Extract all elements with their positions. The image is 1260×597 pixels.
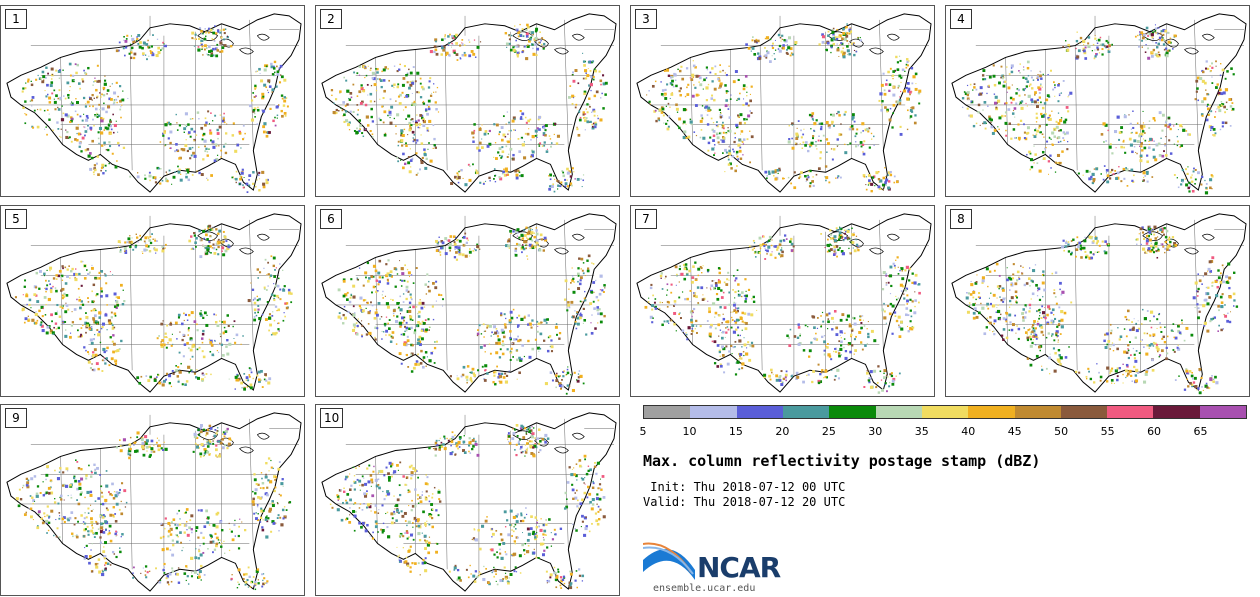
conus-map-icon: [6, 213, 302, 393]
map-panel: 6: [315, 205, 620, 397]
colorbar-segment: [782, 406, 830, 418]
member-number-label: 2: [320, 9, 342, 29]
valid-time: Valid: Thu 2018-07-12 20 UTC: [643, 495, 846, 509]
colorbar-tick: 15: [728, 425, 743, 438]
colorbar-tick: 5: [639, 425, 647, 438]
member-number-label: 4: [950, 9, 972, 29]
colorbar-segment: [1107, 406, 1154, 418]
colorbar-segment: [829, 406, 876, 418]
conus-map-icon: [636, 13, 932, 193]
map-panel: 1: [0, 5, 305, 197]
colorbar-tick: 60: [1147, 425, 1162, 438]
map-panel: 10: [315, 404, 620, 596]
member-number-label: 6: [320, 209, 342, 229]
map-panel: 8: [945, 205, 1250, 397]
map-panel: 3: [630, 5, 935, 197]
conus-map-icon: [951, 213, 1247, 395]
member-number-label: 7: [635, 209, 657, 229]
colorbar-tick-labels: 5 10 15 20 25 30 35 40 45 50 55 60 65: [639, 425, 1247, 439]
colorbar-segment: [875, 406, 922, 418]
member-number-label: 9: [5, 408, 27, 428]
colorbar-segment: [921, 406, 969, 418]
conus-map-icon: [321, 412, 617, 592]
ncar-logo-icon: [643, 542, 695, 580]
reflectivity-colorbar: [643, 405, 1247, 419]
colorbar-tick: 45: [1007, 425, 1022, 438]
colorbar-tick: 35: [914, 425, 929, 438]
member-number-label: 10: [320, 408, 344, 428]
map-panel: 7: [630, 205, 935, 397]
colorbar-segment: [1153, 406, 1200, 418]
colorbar-segment: [1060, 406, 1108, 418]
colorbar-tick: 30: [868, 425, 883, 438]
colorbar-tick: 65: [1193, 425, 1208, 438]
member-number-label: 5: [5, 209, 27, 229]
colorbar-tick: 40: [961, 425, 976, 438]
ncar-logo-text: NCAR: [697, 551, 781, 584]
colorbar-segment: [690, 406, 737, 418]
colorbar-segment: [736, 406, 783, 418]
init-time: Init: Thu 2018-07-12 00 UTC: [643, 480, 846, 494]
conus-map-icon: [6, 412, 302, 592]
conus-map-icon: [6, 13, 302, 194]
colorbar-tick: 50: [1054, 425, 1069, 438]
colorbar-segment: [968, 406, 1015, 418]
map-panel: 2: [315, 5, 620, 197]
map-panel: 4: [945, 5, 1250, 197]
member-number-label: 8: [950, 209, 972, 229]
conus-map-icon: [321, 13, 617, 193]
ncar-url: ensemble.ucar.edu: [653, 583, 756, 594]
member-number-label: 3: [635, 9, 657, 29]
colorbar-tick: 10: [682, 425, 697, 438]
conus-map-icon: [951, 13, 1247, 195]
member-number-label: 1: [5, 9, 27, 29]
figure-title: Max. column reflectivity postage stamp (…: [643, 452, 1041, 470]
colorbar-tick: 55: [1100, 425, 1115, 438]
colorbar-tick: 20: [775, 425, 790, 438]
map-panel: 5: [0, 205, 305, 397]
colorbar-tick: 25: [821, 425, 836, 438]
map-panel: 9: [0, 404, 305, 596]
colorbar-segment: [644, 406, 691, 418]
colorbar-segment: [1199, 406, 1247, 418]
conus-map-icon: [321, 213, 617, 395]
colorbar-segment: [1014, 406, 1061, 418]
conus-map-icon: [636, 213, 932, 394]
